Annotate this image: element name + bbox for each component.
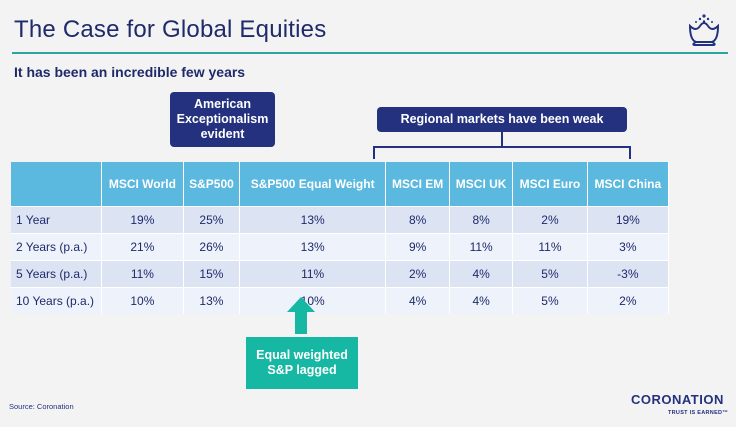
table-cell: 11% [101,260,184,288]
table-cell: 2% [385,260,451,288]
table-cell: 5% [512,260,588,288]
column-header: MSCI EM [385,162,451,207]
table-cell: 19% [101,206,184,234]
table-cell: 4% [449,287,514,314]
row-label: 2 Years (p.a.) [11,233,102,261]
table-cell: 13% [239,206,387,234]
table-cell: 9% [385,233,451,261]
table-cell: 8% [385,206,451,234]
table-cell: 4% [449,260,514,288]
regional-bracket [373,132,631,159]
table-cell: 19% [587,206,670,234]
table-cell: 8% [449,206,514,234]
title-divider [12,52,728,54]
table-cell: 13% [183,287,241,314]
source-note: Source: Coronation [9,402,74,411]
table-cell: 13% [239,233,387,261]
returns-table: MSCI World S&P500 S&P500 Equal Weight MS… [11,162,670,314]
crown-icon [688,14,720,46]
table-cell: 10% [101,287,184,314]
page-title: The Case for Global Equities [14,16,327,43]
table-cell: 2% [587,287,670,314]
table-row: 5 Years (p.a.) 11% 15% 11% 2% 4% 5% -3% [11,260,670,288]
table-cell: 25% [183,206,241,234]
table-cell: 5% [512,287,588,314]
table-cell: 10% [239,287,387,314]
subtitle: It has been an incredible few years [14,64,246,80]
table-cell: 11% [512,233,588,261]
table-cell: 11% [449,233,514,261]
table-row: 2 Years (p.a.) 21% 26% 13% 9% 11% 11% 3% [11,233,670,261]
brand-tagline: TRUST IS EARNED™ [668,410,729,416]
arrow-up-icon [287,297,315,334]
brand-logo: CORONATION [631,392,724,407]
table-cell: 11% [239,260,387,288]
column-header-blank [11,162,102,207]
row-label: 5 Years (p.a.) [11,260,102,288]
table-row: 10 Years (p.a.) 10% 13% 10% 4% 4% 5% 2% [11,287,670,314]
table-header-row: MSCI World S&P500 S&P500 Equal Weight MS… [11,162,670,207]
column-header: MSCI Euro [512,162,588,207]
column-header: MSCI UK [449,162,514,207]
table-cell: -3% [587,260,670,288]
row-label: 10 Years (p.a.) [11,287,102,314]
table-row: 1 Year 19% 25% 13% 8% 8% 2% 19% [11,206,670,234]
table-cell: 26% [183,233,241,261]
american-exceptionalism-callout: American Exceptionalism evident [170,92,275,147]
table-cell: 15% [183,260,241,288]
regional-markets-callout: Regional markets have been weak [377,107,627,132]
column-header: S&P500 [183,162,241,207]
table-cell: 2% [512,206,588,234]
column-header: MSCI World [101,162,184,207]
table-cell: 21% [101,233,184,261]
equal-weight-callout: Equal weighted S&P lagged [246,337,358,389]
table-cell: 3% [587,233,670,261]
table-cell: 4% [385,287,451,314]
row-label: 1 Year [11,206,102,234]
column-header: MSCI China [587,162,670,207]
column-header: S&P500 Equal Weight [239,162,387,207]
